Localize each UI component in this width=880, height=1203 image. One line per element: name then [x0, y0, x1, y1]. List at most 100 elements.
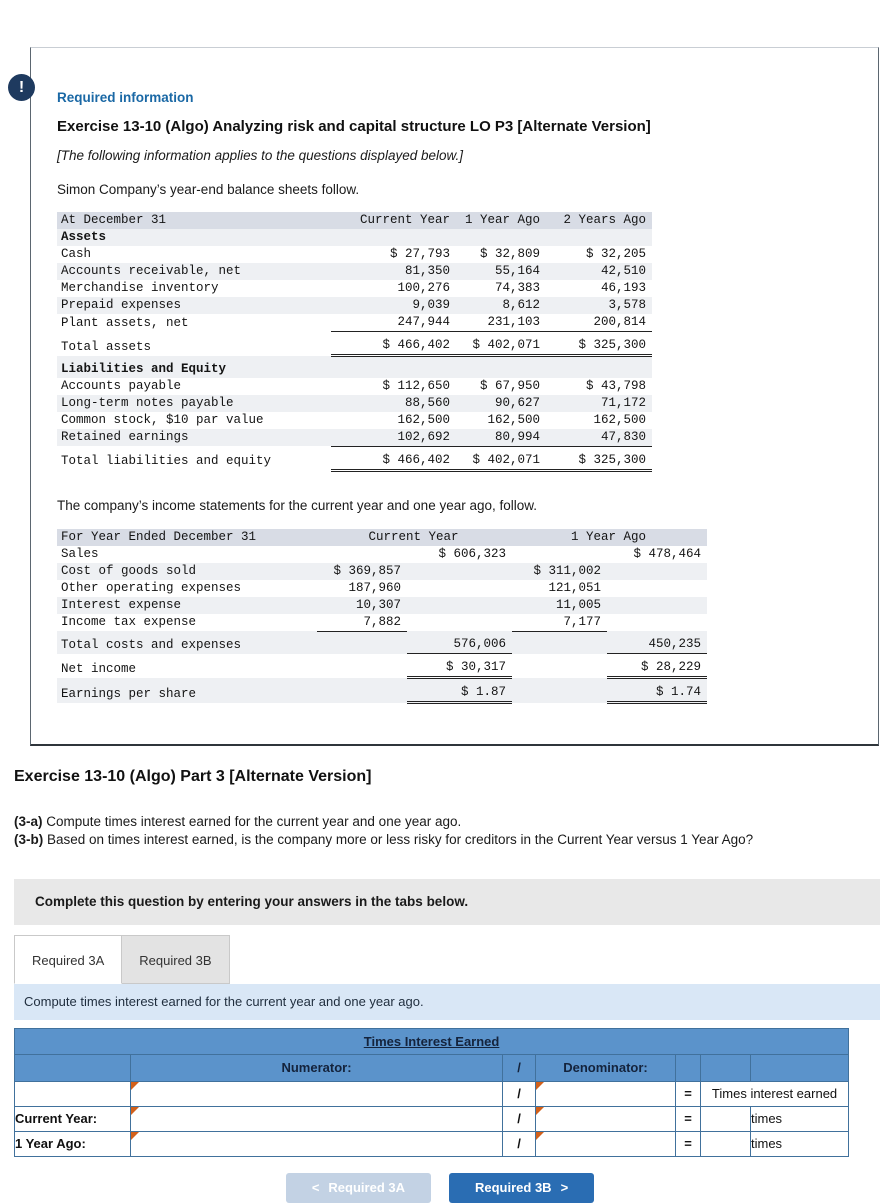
answer-table-title-cell: Times Interest Earned — [13, 1027, 850, 1055]
cell — [546, 355, 652, 378]
cell: 74,383 — [494, 281, 540, 295]
denominator-current-year-input[interactable] — [536, 1107, 675, 1131]
cell: 7,177 — [512, 613, 607, 632]
numerator-one-year-ago-input[interactable] — [131, 1132, 502, 1156]
column-header: 1 Year Ago — [456, 212, 546, 229]
cell: $ 30,317 — [407, 653, 512, 679]
income-statement-table: For Year Ended December 31 Current Year … — [57, 528, 707, 704]
tab-required-3b[interactable]: Required 3B — [122, 934, 230, 984]
result-current-year-cell — [700, 1105, 751, 1132]
balance-sheet-intro: Simon Company’s year-end balance sheets … — [57, 182, 360, 197]
cell — [317, 654, 407, 678]
denominator-formula-cell[interactable] — [535, 1080, 676, 1107]
cell: 576,006 — [407, 631, 512, 654]
empty-header-cell — [700, 1053, 751, 1082]
cell: 11,005 — [512, 596, 607, 614]
row-label: Cash — [61, 247, 92, 261]
cell: $ 32,809 — [479, 247, 540, 261]
answer-marker-icon — [536, 1081, 544, 1090]
next-required-3b-button[interactable]: Required 3B > — [449, 1172, 595, 1203]
cell: $ 43,798 — [585, 378, 646, 393]
denominator-current-year-cell[interactable] — [535, 1105, 676, 1132]
numerator-one-year-ago-cell[interactable] — [130, 1130, 503, 1157]
table-row: Liabilities and Equity — [57, 355, 652, 378]
cell: 121,051 — [548, 580, 601, 595]
row-label: Retained earnings — [57, 428, 331, 446]
cell — [512, 677, 607, 703]
numerator-current-year-cell[interactable] — [130, 1105, 503, 1132]
row-label: Other operating expenses — [61, 580, 242, 595]
slash-cell: / — [502, 1105, 536, 1132]
cell: $ 28,229 — [607, 653, 707, 679]
row-label: Common stock, $10 par value — [61, 412, 264, 427]
answer-table-header-row: Numerator: / Denominator: — [14, 1053, 850, 1082]
table-row: Retained earnings 102,692 80,994 47,830 — [57, 428, 652, 447]
cell — [407, 580, 512, 597]
row-label: Long-term notes payable — [57, 394, 331, 412]
cell: $ 1.74 — [607, 677, 707, 704]
cell: $ 67,950 — [479, 378, 540, 393]
cell: 46,193 — [600, 281, 646, 295]
question-3a: (3-a) Compute times interest earned for … — [14, 813, 880, 831]
denominator-one-year-ago-cell[interactable] — [535, 1130, 676, 1157]
cell: $ 466,402 — [331, 446, 456, 472]
cell — [512, 546, 607, 563]
cell — [512, 631, 607, 654]
row-label: Current Year: — [14, 1105, 131, 1132]
answer-marker-icon — [131, 1131, 139, 1140]
numerator-formula-input[interactable] — [131, 1082, 502, 1106]
alert-icon: ! — [8, 74, 35, 101]
answer-table-title-row: Times Interest Earned — [13, 1027, 850, 1055]
row-label: Accounts receivable, net — [57, 263, 331, 280]
equals-cell: = — [675, 1130, 701, 1157]
table-row: Cash $ 27,793 $ 32,809 $ 32,205 — [57, 246, 652, 263]
cell: $ 311,002 — [512, 562, 607, 580]
cell: 90,627 — [456, 394, 546, 412]
row-label: Total costs and expenses — [57, 631, 317, 654]
cell: 8,612 — [456, 297, 546, 314]
slash-header: / — [502, 1053, 536, 1082]
cell — [331, 229, 456, 246]
table-row: Common stock, $10 par value 162,500 162,… — [57, 412, 652, 429]
slash-cell: / — [502, 1080, 536, 1107]
cell: $ 402,071 — [456, 331, 546, 357]
row-label: Plant assets, net — [61, 315, 189, 330]
equals-cell: = — [675, 1080, 701, 1107]
cell — [317, 546, 407, 563]
unit-label: times — [749, 1105, 850, 1132]
cell — [607, 562, 707, 580]
numerator-current-year-input[interactable] — [131, 1107, 502, 1131]
cell — [607, 614, 707, 632]
column-header: 1 Year Ago — [512, 528, 707, 546]
income-statement-intro: The company’s income statements for the … — [57, 497, 538, 513]
numerator-formula-cell[interactable] — [130, 1080, 503, 1107]
cell — [546, 229, 652, 246]
cell: 102,692 — [331, 428, 456, 447]
exercise-title: Exercise 13-10 (Algo) Analyzing risk and… — [57, 118, 651, 135]
table-row: Interest expense 10,307 11,005 — [57, 596, 707, 614]
cell: $ 27,793 — [389, 247, 450, 261]
chevron-left-icon: < — [311, 1180, 320, 1196]
cell — [512, 654, 607, 678]
row-label: Accounts payable — [61, 378, 182, 393]
row-label: Total assets — [61, 339, 152, 354]
section-label: Assets — [57, 229, 331, 246]
numerator-header: Numerator: — [130, 1053, 503, 1082]
income-header-row: For Year Ended December 31 Current Year … — [57, 528, 707, 546]
answer-marker-icon — [131, 1106, 139, 1115]
cell: 247,944 — [331, 314, 456, 332]
denominator-one-year-ago-input[interactable] — [536, 1132, 675, 1156]
cell: 3,578 — [546, 297, 652, 314]
tab-required-3a[interactable]: Required 3A — [14, 934, 123, 984]
column-header: 2 Years Ago — [546, 212, 652, 229]
denominator-formula-input[interactable] — [536, 1082, 675, 1106]
prev-required-3a-button[interactable]: < Required 3A — [285, 1172, 431, 1203]
one-year-ago-row: 1 Year Ago: / = times — [14, 1130, 850, 1157]
table-row: Long-term notes payable 88,560 90,627 71… — [57, 394, 652, 412]
cell: 88,560 — [331, 394, 456, 412]
table-row: Plant assets, net 247,944 231,103 200,81… — [57, 314, 652, 332]
table-row: Total liabilities and equity $ 466,402 $… — [57, 446, 652, 472]
table-row: Merchandise inventory 100,276 74,383 46,… — [57, 280, 652, 297]
table-row: Sales $ 606,323 $ 478,464 — [57, 546, 707, 563]
cell — [407, 596, 512, 614]
